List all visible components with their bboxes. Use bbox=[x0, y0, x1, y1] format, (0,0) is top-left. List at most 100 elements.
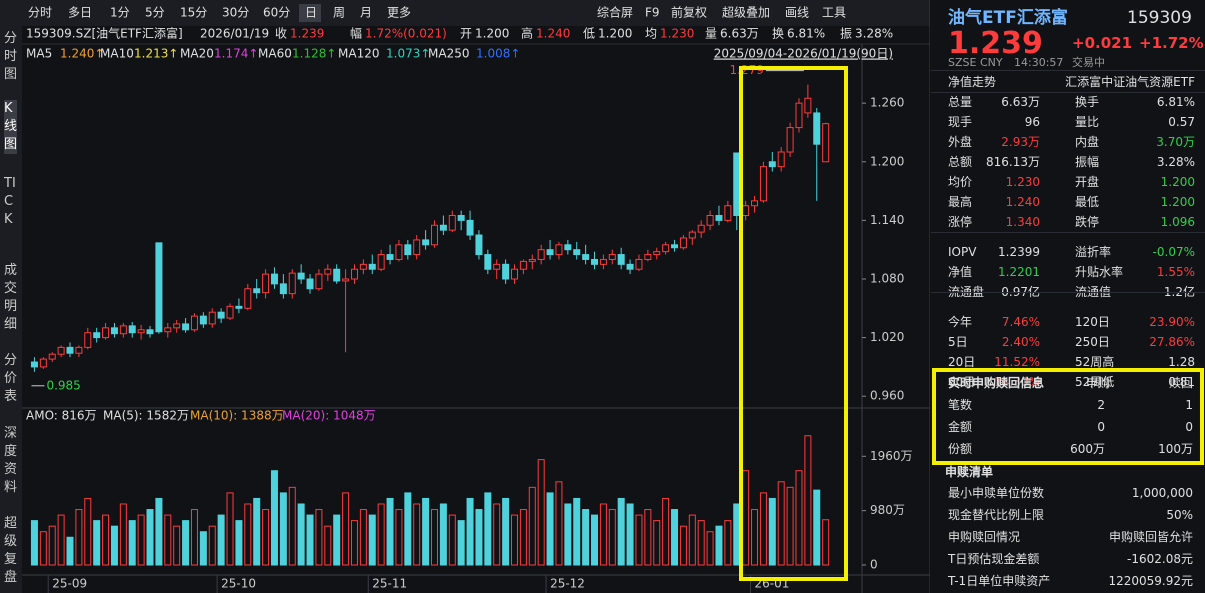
period-tab[interactable]: 1分 bbox=[110, 6, 130, 20]
tool-button[interactable]: 工具 bbox=[822, 6, 846, 20]
list-label: T-1日单位申赎资产 bbox=[948, 574, 1051, 588]
tool-button[interactable]: 前复权 bbox=[671, 5, 707, 20]
volume-bar bbox=[262, 509, 270, 566]
stat-value: 0.57 bbox=[1168, 115, 1195, 129]
candle-body bbox=[457, 214, 465, 221]
period-tab[interactable]: 更多 bbox=[387, 6, 411, 20]
ma-value: 1.008↑ bbox=[476, 47, 520, 61]
volume-bar bbox=[226, 492, 234, 566]
side-tab[interactable]: TICK bbox=[4, 176, 16, 227]
separator bbox=[931, 292, 1205, 293]
side-tab[interactable]: 成交明细 bbox=[4, 263, 18, 332]
volume-bar bbox=[270, 470, 278, 566]
volume-bar bbox=[671, 509, 679, 566]
volume-bar bbox=[448, 514, 456, 566]
stat-value: 1.2399 bbox=[998, 245, 1040, 259]
candle-body bbox=[30, 361, 38, 368]
candle-body bbox=[84, 332, 92, 348]
volume-bar bbox=[546, 492, 554, 566]
candle-body bbox=[679, 237, 687, 249]
tool-button[interactable]: 画线 bbox=[785, 6, 809, 20]
candle-body bbox=[146, 329, 154, 335]
candle-body bbox=[635, 258, 643, 270]
field-label: 高 bbox=[521, 26, 533, 41]
stat-label: 52周高 bbox=[1075, 355, 1115, 369]
candle-body bbox=[511, 268, 519, 280]
volume-bar bbox=[359, 509, 367, 566]
volume-bar bbox=[617, 497, 625, 566]
candle-body bbox=[786, 127, 794, 153]
stat-label: 现手 bbox=[948, 115, 973, 129]
volume-bar bbox=[591, 514, 599, 566]
y-tick-label: 1.020 bbox=[870, 330, 904, 344]
stat-value: 1.55% bbox=[1156, 265, 1195, 279]
candle-body bbox=[653, 251, 661, 256]
candle-body bbox=[430, 224, 438, 246]
field-value: 1.240 bbox=[536, 27, 570, 41]
period-tab[interactable]: 15分 bbox=[180, 6, 207, 20]
candle-body bbox=[297, 272, 305, 280]
separator bbox=[931, 232, 1205, 233]
field-value: 6.81% bbox=[787, 27, 825, 41]
x-tick-label: 26-01 bbox=[755, 577, 790, 591]
volume-bar bbox=[759, 492, 767, 566]
volume-bar bbox=[235, 520, 243, 566]
volume-bar bbox=[715, 525, 723, 566]
volume-bar bbox=[644, 509, 652, 566]
candle-body bbox=[493, 263, 501, 270]
x-tick-label: 25-09 bbox=[52, 577, 87, 591]
candle-body bbox=[688, 231, 696, 239]
stat-value: 1.340 bbox=[1005, 215, 1040, 229]
period-tab[interactable]: 60分 bbox=[263, 6, 290, 20]
tool-button[interactable]: 综合屏 bbox=[597, 5, 633, 20]
volume-bar bbox=[315, 509, 323, 566]
candle-body bbox=[119, 325, 127, 335]
period-tab[interactable]: 5分 bbox=[145, 6, 165, 20]
volume-bar bbox=[786, 486, 794, 566]
quote-code: 159309 bbox=[1127, 8, 1192, 28]
side-tab[interactable]: 分时图 bbox=[4, 31, 18, 82]
side-tab[interactable]: K线图 bbox=[4, 100, 18, 154]
side-tab[interactable]: 深度资料 bbox=[4, 426, 18, 495]
volume-bar bbox=[751, 509, 759, 566]
period-tab[interactable]: 多日 bbox=[68, 6, 92, 20]
candle-body bbox=[751, 200, 759, 207]
volume-bar bbox=[386, 497, 394, 566]
period-tab[interactable]: 30分 bbox=[222, 6, 249, 20]
tool-button[interactable]: F9 bbox=[645, 6, 660, 20]
stat-label: 今年 bbox=[948, 315, 973, 329]
volume-bar bbox=[146, 509, 154, 566]
candle-body bbox=[599, 258, 607, 265]
volume-bar bbox=[466, 497, 474, 566]
stat-value: 6.81% bbox=[1156, 95, 1195, 109]
tool-button[interactable]: 超级叠加 bbox=[722, 5, 770, 20]
volume-bar bbox=[102, 514, 110, 566]
volume-bar bbox=[377, 503, 385, 566]
candle-body bbox=[822, 123, 830, 163]
period-tab[interactable]: 日 bbox=[305, 6, 317, 20]
volume-bar bbox=[244, 503, 252, 566]
volume-bar bbox=[599, 503, 607, 566]
volume-bar bbox=[688, 514, 696, 566]
candle-body bbox=[502, 263, 510, 280]
quote-panel: 油气ETF汇添富 159309 1.239 +0.021 +1.72% SZSE CNY 14… bbox=[931, 0, 1205, 593]
candle-body bbox=[128, 325, 136, 334]
volume-bar bbox=[66, 536, 74, 566]
y-tick-label: 1.140 bbox=[870, 213, 904, 227]
candle-body bbox=[155, 242, 163, 333]
candle-body bbox=[137, 329, 145, 334]
candle-body bbox=[448, 214, 456, 231]
list-label: 最小申赎单位份数 bbox=[948, 486, 1045, 500]
ma-name: MA60 bbox=[258, 47, 292, 61]
tab-selected bbox=[299, 4, 321, 22]
side-tab[interactable]: 超级复盘 bbox=[4, 516, 18, 585]
volume-bar bbox=[297, 503, 305, 566]
period-tab[interactable]: 分时 bbox=[28, 6, 52, 20]
stat-value: 11.52% bbox=[994, 355, 1040, 369]
period-tab[interactable]: 周 bbox=[333, 6, 345, 20]
index-name: 汇添富中证油气资源ETF bbox=[1065, 75, 1195, 89]
volume-bar bbox=[413, 503, 421, 566]
side-tab[interactable]: 分价表 bbox=[4, 353, 18, 404]
volume-bar bbox=[626, 503, 634, 566]
period-tab[interactable]: 月 bbox=[360, 6, 372, 20]
